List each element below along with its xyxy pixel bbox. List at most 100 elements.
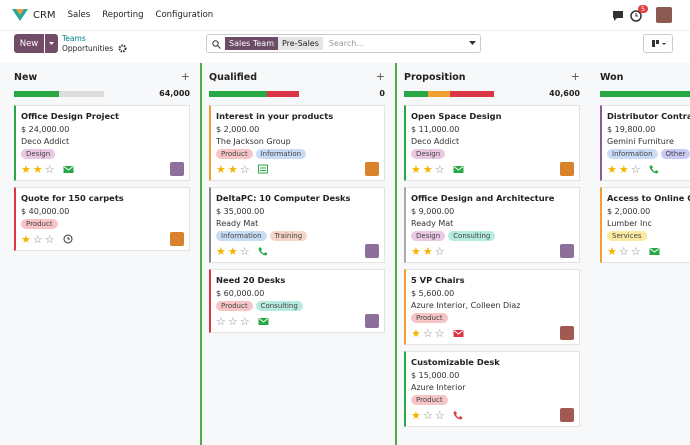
app-name[interactable]: CRM <box>33 9 56 21</box>
star[interactable]: ☆ <box>422 326 433 340</box>
star[interactable]: ★ <box>227 162 238 176</box>
tag: Product <box>411 313 448 323</box>
card-title: Access to Online C <box>607 193 690 203</box>
star[interactable]: ☆ <box>239 314 250 328</box>
new-button[interactable]: New <box>14 34 44 53</box>
opportunity-card[interactable]: Office Design Project $ 24,000.00 Deco Add… <box>14 105 190 181</box>
star[interactable]: ★ <box>422 244 433 258</box>
star[interactable]: ☆ <box>434 244 445 258</box>
assignee-avatar <box>560 326 574 340</box>
star[interactable]: ☆ <box>239 244 250 258</box>
add-card[interactable]: + <box>570 70 580 83</box>
opportunity-card[interactable]: Office Design and Architecture $ 9,000.00… <box>404 187 580 263</box>
star[interactable]: ★ <box>216 162 226 176</box>
opportunity-card[interactable]: Interest in your products $ 2,000.00 The J… <box>209 105 385 181</box>
card-amount: $ 9,000.00 <box>411 207 455 216</box>
star[interactable]: ☆ <box>227 314 238 328</box>
activity-icon[interactable] <box>63 165 74 174</box>
card-customer: Deco Addict <box>411 137 460 146</box>
add-card[interactable]: + <box>375 70 385 83</box>
assignee-avatar <box>365 314 379 328</box>
search-bar[interactable]: Sales Team Pre-Sales Search... <box>206 34 481 53</box>
priority-stars: ★ ★ ☆ <box>607 163 643 176</box>
activity-icon[interactable] <box>453 329 464 338</box>
menu-item[interactable]: Sales <box>67 10 91 20</box>
opportunity-card[interactable]: Access to Online C $ 2,000.00 Lumber Inc Se… <box>600 187 690 263</box>
column-total: 40,600 <box>549 89 580 98</box>
facet-value[interactable]: Pre-Sales <box>277 37 323 50</box>
star[interactable]: ★ <box>216 244 226 258</box>
card-footer: ★ ★ ☆ <box>216 244 379 258</box>
opportunity-card[interactable]: Quote for 150 carpets $ 40,000.00 Product ★… <box>14 187 190 251</box>
card-title: Distributor Contra <box>607 111 690 121</box>
card-amount: $ 19,800.00 <box>607 125 656 134</box>
add-card[interactable]: + <box>180 70 190 83</box>
activity-icon[interactable] <box>630 9 643 22</box>
chat-icon[interactable] <box>612 10 624 21</box>
breadcrumb[interactable]: Teams <box>62 34 86 43</box>
activity-icon[interactable] <box>63 234 73 244</box>
activity-icon[interactable] <box>453 165 464 174</box>
star[interactable]: ★ <box>21 232 31 246</box>
opportunity-card[interactable]: Customizable Desk $ 15,000.00 Azure Interi… <box>404 351 580 427</box>
card-title: Quote for 150 carpets <box>21 193 124 203</box>
star[interactable]: ★ <box>607 244 617 258</box>
priority-stars: ★ ★ ☆ <box>411 163 447 176</box>
activity-icon[interactable] <box>258 246 268 256</box>
star[interactable]: ☆ <box>216 314 226 328</box>
opportunity-card[interactable]: 5 VP Chairs $ 5,600.00 Azure Interior, Col… <box>404 269 580 345</box>
tag: Product <box>216 301 253 311</box>
star[interactable]: ☆ <box>239 162 250 176</box>
menu-item[interactable]: Reporting <box>102 10 144 20</box>
search-placeholder[interactable]: Search... <box>328 39 365 48</box>
star[interactable]: ★ <box>32 162 43 176</box>
opportunity-card[interactable]: Need 20 Desks $ 60,000.00 Product Consultin… <box>209 269 385 333</box>
star[interactable]: ☆ <box>630 162 641 176</box>
opportunity-card[interactable]: DeltaPC: 10 Computer Desks $ 35,000.00 Rea… <box>209 187 385 263</box>
assignee-avatar <box>365 244 379 258</box>
assignee-avatar <box>365 162 379 176</box>
app-logo[interactable] <box>12 9 28 21</box>
new-dropdown[interactable] <box>45 34 58 53</box>
star[interactable]: ☆ <box>434 326 445 340</box>
tag: Services <box>607 231 647 241</box>
star[interactable]: ☆ <box>618 244 629 258</box>
view-switcher[interactable] <box>643 34 673 53</box>
priority-stars: ★ ☆ ☆ <box>607 245 643 258</box>
card-amount: $ 11,000.00 <box>411 125 460 134</box>
progress-bar <box>404 91 494 97</box>
tag-list: Product <box>411 395 574 405</box>
column-separator <box>200 63 202 445</box>
activity-icon[interactable] <box>453 410 463 420</box>
activity-icon[interactable] <box>258 317 269 326</box>
activity-icon[interactable] <box>257 164 268 174</box>
user-avatar[interactable] <box>656 7 672 23</box>
star[interactable]: ★ <box>21 162 31 176</box>
tag-list: Services <box>607 231 690 241</box>
activity-icon[interactable] <box>649 164 659 174</box>
star[interactable]: ☆ <box>630 244 641 258</box>
star[interactable]: ★ <box>618 162 629 176</box>
star[interactable]: ☆ <box>44 232 55 246</box>
star[interactable]: ★ <box>411 408 421 422</box>
star[interactable]: ★ <box>411 326 421 340</box>
star[interactable]: ☆ <box>434 162 445 176</box>
progress-bar <box>209 91 299 97</box>
star[interactable]: ☆ <box>422 408 433 422</box>
star[interactable]: ☆ <box>32 232 43 246</box>
star[interactable]: ☆ <box>434 408 445 422</box>
card-title: 5 VP Chairs <box>411 275 465 285</box>
star[interactable]: ★ <box>411 162 421 176</box>
opportunity-card[interactable]: Open Space Design $ 11,000.00 Deco Addict D… <box>404 105 580 181</box>
star[interactable]: ★ <box>411 244 421 258</box>
assignee-avatar <box>560 408 574 422</box>
star[interactable]: ★ <box>422 162 433 176</box>
menu-item[interactable]: Configuration <box>155 10 214 20</box>
settings-gear[interactable] <box>118 44 127 53</box>
star[interactable]: ★ <box>607 162 617 176</box>
star[interactable]: ☆ <box>44 162 55 176</box>
opportunity-card[interactable]: Distributor Contra $ 19,800.00 Gemini Furn… <box>600 105 690 181</box>
star[interactable]: ★ <box>227 244 238 258</box>
activity-icon[interactable] <box>649 247 660 256</box>
progress-segment <box>450 91 494 97</box>
